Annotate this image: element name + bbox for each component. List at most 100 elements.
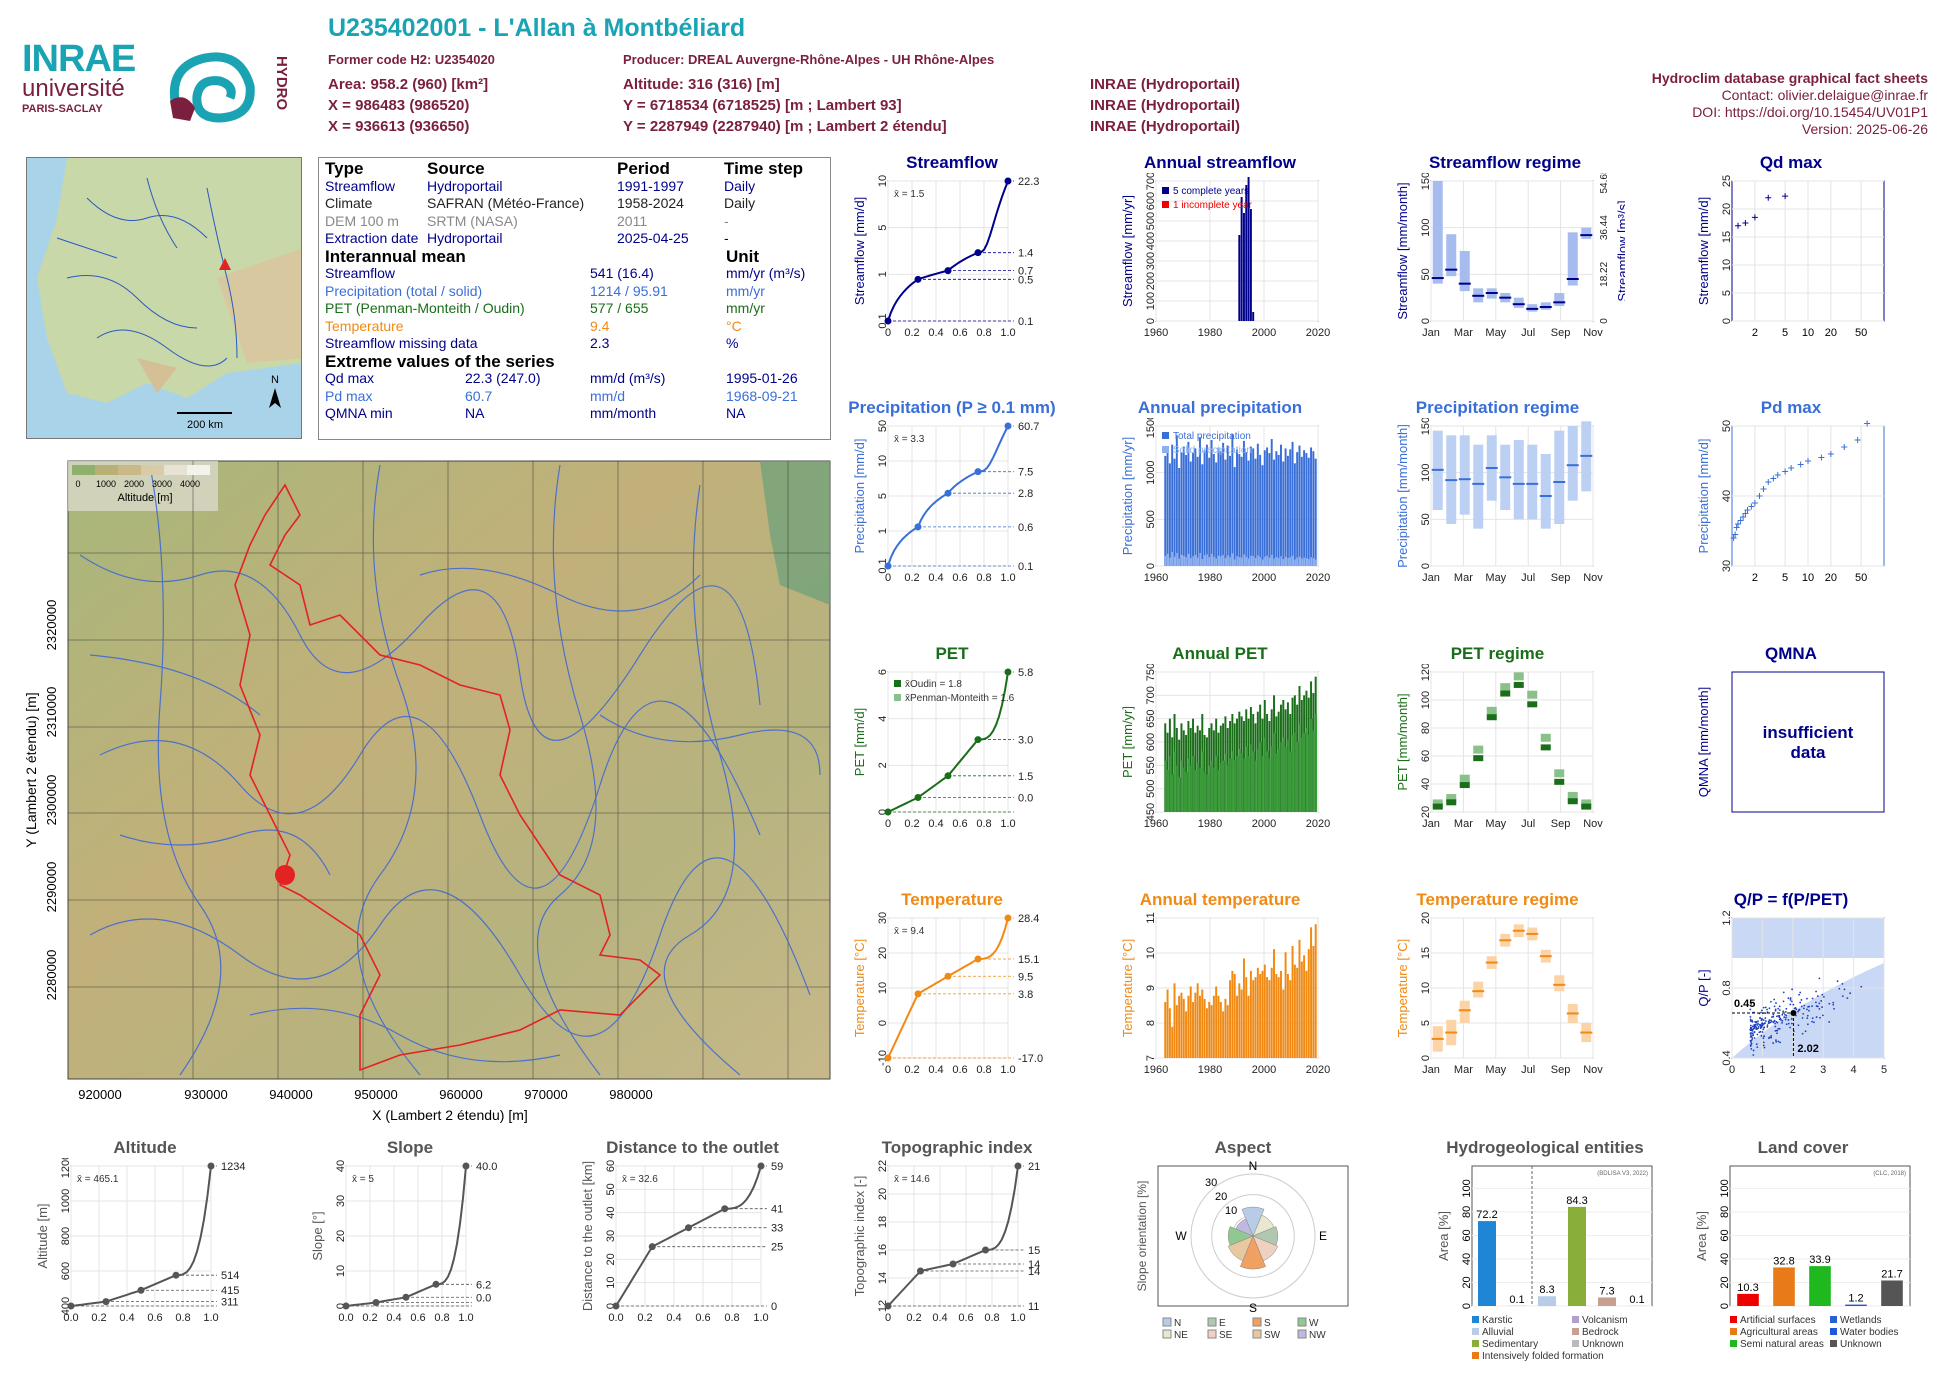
qp-point bbox=[1775, 1020, 1778, 1023]
qp-point bbox=[1769, 1021, 1772, 1024]
mean-label: x̄ = 32.6 bbox=[622, 1174, 658, 1185]
bar bbox=[1312, 946, 1315, 1058]
y-tick: 20 bbox=[1420, 806, 1432, 818]
bar bbox=[1273, 459, 1276, 566]
return-point bbox=[1818, 454, 1825, 461]
bar bbox=[1217, 447, 1220, 566]
x-label: Hydrological year [oct.-sept.] bbox=[1155, 832, 1320, 834]
bar bbox=[1266, 447, 1269, 566]
bar bbox=[1291, 946, 1294, 1058]
info-cell: Daily bbox=[724, 195, 756, 211]
mean-cell: 1214 / 95.91 bbox=[590, 282, 668, 299]
panel-title: PET bbox=[935, 644, 969, 663]
qp-point bbox=[1750, 1020, 1753, 1023]
right-tick: 0.0 bbox=[476, 1292, 491, 1304]
x-label: Cumulative frequency [-] bbox=[878, 586, 1019, 588]
y-tick: -10 bbox=[877, 1050, 889, 1066]
x-tick: 2 bbox=[1752, 572, 1758, 584]
bar bbox=[1289, 751, 1292, 812]
bar bbox=[1238, 983, 1241, 1058]
src-3: INRAE (Hydroportail) bbox=[1090, 118, 1240, 135]
compass-label: S bbox=[1249, 1301, 1257, 1315]
y-label: Slope orientation [%] bbox=[1135, 1181, 1149, 1292]
y-tick: 40 bbox=[1721, 490, 1733, 502]
chart-land_cover: Area [%] 0 20 40 60 80 100 (CLC, 2018) 10.3 32.8 3… bbox=[1694, 1165, 1911, 1350]
bar bbox=[1187, 758, 1190, 812]
y-tick: 7 bbox=[1145, 1055, 1157, 1061]
qp-point bbox=[1849, 992, 1852, 995]
map-xtick: 920000 bbox=[78, 1087, 121, 1102]
bar bbox=[1254, 977, 1257, 1058]
qp-point bbox=[1779, 1041, 1781, 1044]
x-tick: 0.2 bbox=[91, 1312, 106, 1324]
bar bbox=[1254, 558, 1257, 566]
right-tick: 59 bbox=[771, 1161, 783, 1173]
qp-point bbox=[1750, 1048, 1753, 1050]
bar bbox=[1268, 453, 1271, 566]
right-tick: 3.0 bbox=[1018, 735, 1033, 747]
qp-point bbox=[1756, 1046, 1759, 1049]
panel-title: Land cover bbox=[1757, 1138, 1849, 1157]
right-tick: 2.8 bbox=[1018, 488, 1033, 500]
y-tick: 20 bbox=[1420, 912, 1432, 924]
quantile-point bbox=[402, 1293, 410, 1301]
legend-label: x̄Penman-Monteith = 1.6 bbox=[905, 693, 1015, 704]
qp-point bbox=[1751, 1037, 1754, 1039]
y-tick: 0 bbox=[1420, 1055, 1432, 1061]
y2: Y = 2287949 (2287940) [m ; Lambert 2 éte… bbox=[623, 118, 947, 135]
bar bbox=[1229, 758, 1232, 812]
chart-annual_streamflow: 1960 1980 2000 2020 0 100 200 300 400 500 600 700 Hy… bbox=[1120, 173, 1330, 343]
right-tick: 311 bbox=[221, 1297, 239, 1309]
bar bbox=[1176, 765, 1179, 812]
bar bbox=[1298, 939, 1301, 1058]
qp-point bbox=[1750, 1042, 1753, 1045]
x-tick: 0.4 bbox=[386, 1312, 401, 1324]
bar bbox=[1219, 1002, 1222, 1058]
regime-median bbox=[1554, 778, 1565, 785]
quantile-point bbox=[757, 1162, 765, 1170]
bar bbox=[1198, 995, 1201, 1058]
panel-aspect: Aspect Slope orientation [%] 10 20 30 N E S W N E S… bbox=[1128, 1138, 1358, 1363]
regime-range bbox=[1567, 791, 1578, 800]
qp-point bbox=[1819, 1016, 1821, 1019]
bar bbox=[1187, 553, 1190, 566]
x-tick: 20 bbox=[1825, 327, 1837, 339]
bar bbox=[1166, 770, 1169, 812]
x-tick: Jan bbox=[1422, 818, 1440, 830]
regime-median bbox=[1473, 755, 1484, 762]
info-table-box: Type Source Period Time step Streamflow H… bbox=[318, 157, 831, 440]
qp-point bbox=[1781, 1021, 1783, 1024]
y-tick: 9 bbox=[1145, 985, 1157, 991]
regime-range bbox=[1554, 430, 1565, 524]
x-label: Month bbox=[1494, 832, 1530, 834]
qp-y-label: 0.45 bbox=[1734, 998, 1755, 1010]
map-xtick: 930000 bbox=[184, 1087, 227, 1102]
qp-point bbox=[1757, 1020, 1759, 1023]
aspect-legend: NW bbox=[1309, 1330, 1326, 1341]
chart-topographic_index: 0 0.2 0.4 0.6 0.8 1.0 12 14 16 18 20 22 Cumulative f… bbox=[852, 1160, 1040, 1328]
qp-point bbox=[1766, 1026, 1769, 1028]
bar bbox=[1192, 1002, 1195, 1058]
qp-point bbox=[1751, 1028, 1754, 1031]
bar bbox=[1224, 998, 1227, 1058]
map-ylabel: Y (Lambert 2 étendu) [m] bbox=[23, 692, 39, 847]
y-tick: 10 bbox=[877, 175, 889, 187]
qp-point bbox=[1782, 1010, 1785, 1013]
bar-value: 21.7 bbox=[1881, 1268, 1902, 1280]
x-label: Hydrological year [oct.-sept.] bbox=[1155, 586, 1320, 588]
panel-pd_max: Pd max 30 40 50 Return period [yr] Precipitat… bbox=[1686, 398, 1896, 588]
y-tick: 0.1 bbox=[877, 313, 889, 328]
qp-point bbox=[1800, 999, 1803, 1001]
bar bbox=[1229, 557, 1232, 566]
y-tick: 100 bbox=[1420, 691, 1432, 709]
y-tick: 80 bbox=[1719, 1206, 1731, 1218]
source-note: (CLC, 2018) bbox=[1873, 1171, 1906, 1177]
bar bbox=[1282, 559, 1285, 566]
y-tick: 100 bbox=[1420, 218, 1432, 236]
qp-point bbox=[1773, 1005, 1776, 1008]
quantile-point bbox=[884, 808, 892, 816]
bar bbox=[1236, 449, 1238, 566]
qp-point bbox=[1818, 1002, 1821, 1005]
bar bbox=[1307, 457, 1310, 566]
qp-point bbox=[1813, 1021, 1815, 1024]
